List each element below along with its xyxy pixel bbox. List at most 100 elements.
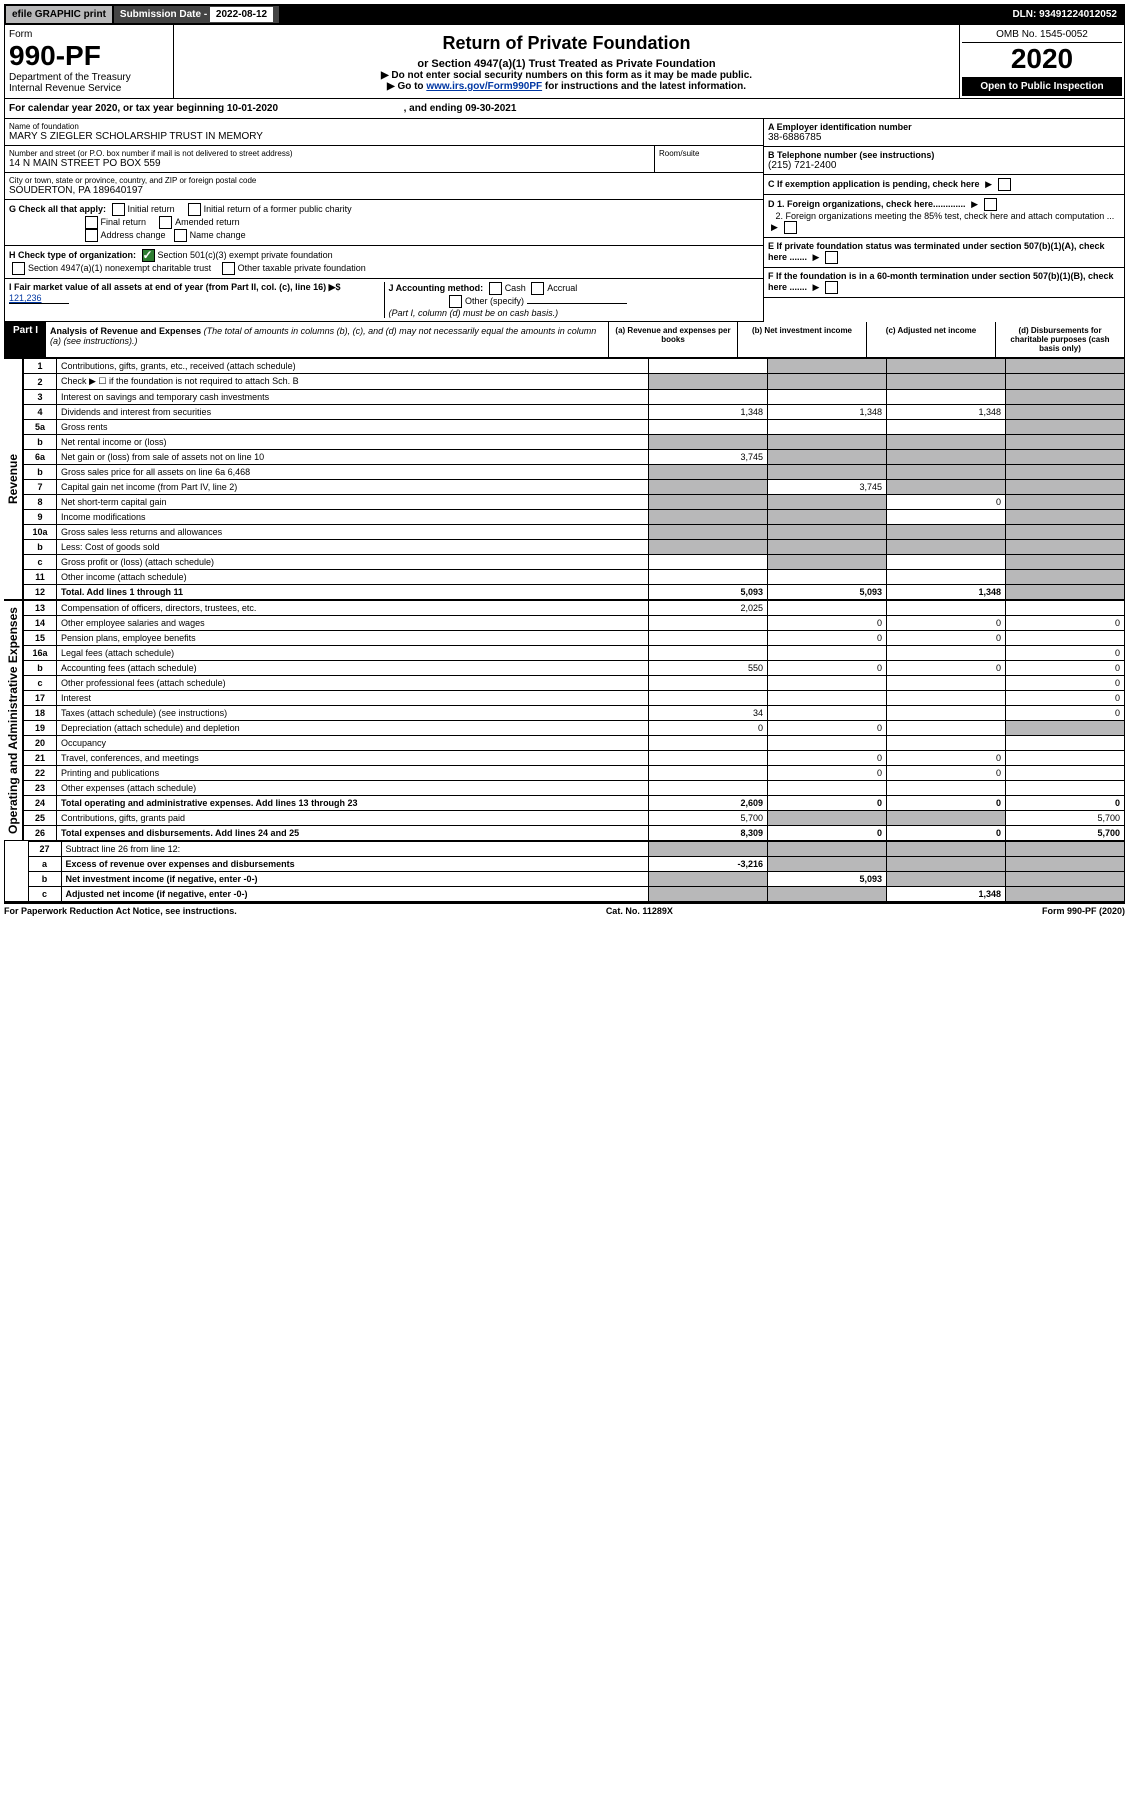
- line-description: Other professional fees (attach schedule…: [57, 676, 649, 691]
- line-number: c: [24, 555, 57, 570]
- cell-na: [649, 374, 768, 390]
- cell-value: 0: [768, 751, 887, 766]
- cell-value: [649, 736, 768, 751]
- cell-value: [768, 570, 887, 585]
- exemption-pending-checkbox[interactable]: [998, 178, 1011, 191]
- line-description: Subtract line 26 from line 12:: [61, 842, 648, 857]
- telephone: (215) 721-2400: [768, 160, 1120, 171]
- cell-na: [768, 495, 887, 510]
- table-row: 27Subtract line 26 from line 12:: [28, 842, 1124, 857]
- cell-value: 5,093: [768, 872, 887, 887]
- cell-na: [768, 887, 887, 902]
- cell-na: [1006, 872, 1125, 887]
- table-row: 3Interest on savings and temporary cash …: [24, 390, 1125, 405]
- 60month-checkbox[interactable]: [825, 281, 838, 294]
- line-number: 7: [24, 480, 57, 495]
- table-row: bLess: Cost of goods sold: [24, 540, 1125, 555]
- cell-value: -3,216: [649, 857, 768, 872]
- table-row: 19Depreciation (attach schedule) and dep…: [24, 721, 1125, 736]
- cell-na: [887, 857, 1006, 872]
- final-return-checkbox[interactable]: [85, 216, 98, 229]
- line-description: Taxes (attach schedule) (see instruction…: [57, 706, 649, 721]
- 4947-checkbox[interactable]: [12, 262, 25, 275]
- line-description: Legal fees (attach schedule): [57, 646, 649, 661]
- expenses-table: 13Compensation of officers, directors, t…: [23, 600, 1125, 841]
- line-description: Dividends and interest from securities: [57, 405, 649, 420]
- cell-value: [768, 420, 887, 435]
- irs-link[interactable]: www.irs.gov/Form990PF: [426, 81, 542, 92]
- cell-value: 5,093: [649, 585, 768, 600]
- table-row: 1Contributions, gifts, grants, etc., rec…: [24, 359, 1125, 374]
- form-number: 990-PF: [9, 40, 169, 72]
- cell-na: [649, 842, 768, 857]
- cell-value: [887, 676, 1006, 691]
- col-a-header: (a) Revenue and expenses per books: [608, 322, 737, 357]
- line-number: c: [24, 676, 57, 691]
- line-number: 5a: [24, 420, 57, 435]
- foreign-85-checkbox[interactable]: [784, 221, 797, 234]
- h-check-row: H Check type of organization: Section 50…: [5, 246, 763, 279]
- line-description: Printing and publications: [57, 766, 649, 781]
- line-description: Occupancy: [57, 736, 649, 751]
- ein-cell: A Employer identification number 38-6886…: [764, 119, 1124, 147]
- cell-value: [768, 691, 887, 706]
- table-row: cGross profit or (loss) (attach schedule…: [24, 555, 1125, 570]
- foreign-org-checkbox[interactable]: [984, 198, 997, 211]
- table-row: 8Net short-term capital gain0: [24, 495, 1125, 510]
- line-description: Interest: [57, 691, 649, 706]
- table-row: bNet investment income (if negative, ent…: [28, 872, 1124, 887]
- cell-value: [887, 706, 1006, 721]
- line-description: Accounting fees (attach schedule): [57, 661, 649, 676]
- cell-value: 0: [887, 766, 1006, 781]
- address-cell: Number and street (or P.O. box number if…: [5, 146, 654, 173]
- table-row: 2Check ▶ ☐ if the foundation is not requ…: [24, 374, 1125, 390]
- cell-value: [649, 766, 768, 781]
- line-number: 14: [24, 616, 57, 631]
- cell-na: [1006, 525, 1125, 540]
- fmv-value[interactable]: 121,236: [9, 293, 69, 304]
- cell-value: 3,745: [768, 480, 887, 495]
- line-description: Contributions, gifts, grants, etc., rece…: [57, 359, 649, 374]
- line-number: b: [24, 661, 57, 676]
- part1-header: Part I Analysis of Revenue and Expenses …: [4, 322, 1125, 358]
- cell-value: 0: [768, 631, 887, 646]
- table-row: 15Pension plans, employee benefits00: [24, 631, 1125, 646]
- cell-na: [1006, 842, 1125, 857]
- status-terminated-checkbox[interactable]: [825, 251, 838, 264]
- line-number: 25: [24, 811, 57, 826]
- 501c3-checkbox[interactable]: [142, 249, 155, 262]
- cell-value: 3,745: [649, 450, 768, 465]
- cell-value: [649, 646, 768, 661]
- accrual-checkbox[interactable]: [531, 282, 544, 295]
- cell-value: [887, 510, 1006, 525]
- line-description: Contributions, gifts, grants paid: [57, 811, 649, 826]
- cell-value: 0: [887, 796, 1006, 811]
- other-taxable-checkbox[interactable]: [222, 262, 235, 275]
- table-row: 20Occupancy: [24, 736, 1125, 751]
- address-change-checkbox[interactable]: [85, 229, 98, 242]
- cash-checkbox[interactable]: [489, 282, 502, 295]
- other-method-checkbox[interactable]: [449, 295, 462, 308]
- submission-date-label: Submission Date - 2022-08-12: [114, 6, 281, 23]
- expenses-section: Operating and Administrative Expenses 13…: [4, 600, 1125, 841]
- initial-public-checkbox[interactable]: [188, 203, 201, 216]
- tax-year: 2020: [962, 43, 1122, 75]
- line-number: 22: [24, 766, 57, 781]
- cell-value: 1,348: [649, 405, 768, 420]
- cell-na: [1006, 374, 1125, 390]
- cell-value: 1,348: [887, 887, 1006, 902]
- dln: DLN: 93491224012052: [1006, 6, 1123, 23]
- cell-value: 5,700: [1006, 811, 1125, 826]
- cell-na: [649, 510, 768, 525]
- cell-na: [887, 872, 1006, 887]
- cell-value: [649, 616, 768, 631]
- name-change-checkbox[interactable]: [174, 229, 187, 242]
- footer-right: Form 990-PF (2020): [1042, 906, 1125, 916]
- line-description: Gross sales less returns and allowances: [57, 525, 649, 540]
- amended-return-checkbox[interactable]: [159, 216, 172, 229]
- line-description: Capital gain net income (from Part IV, l…: [57, 480, 649, 495]
- cell-na: [887, 842, 1006, 857]
- line-number: 24: [24, 796, 57, 811]
- efile-label[interactable]: efile GRAPHIC print: [6, 6, 114, 23]
- initial-return-checkbox[interactable]: [112, 203, 125, 216]
